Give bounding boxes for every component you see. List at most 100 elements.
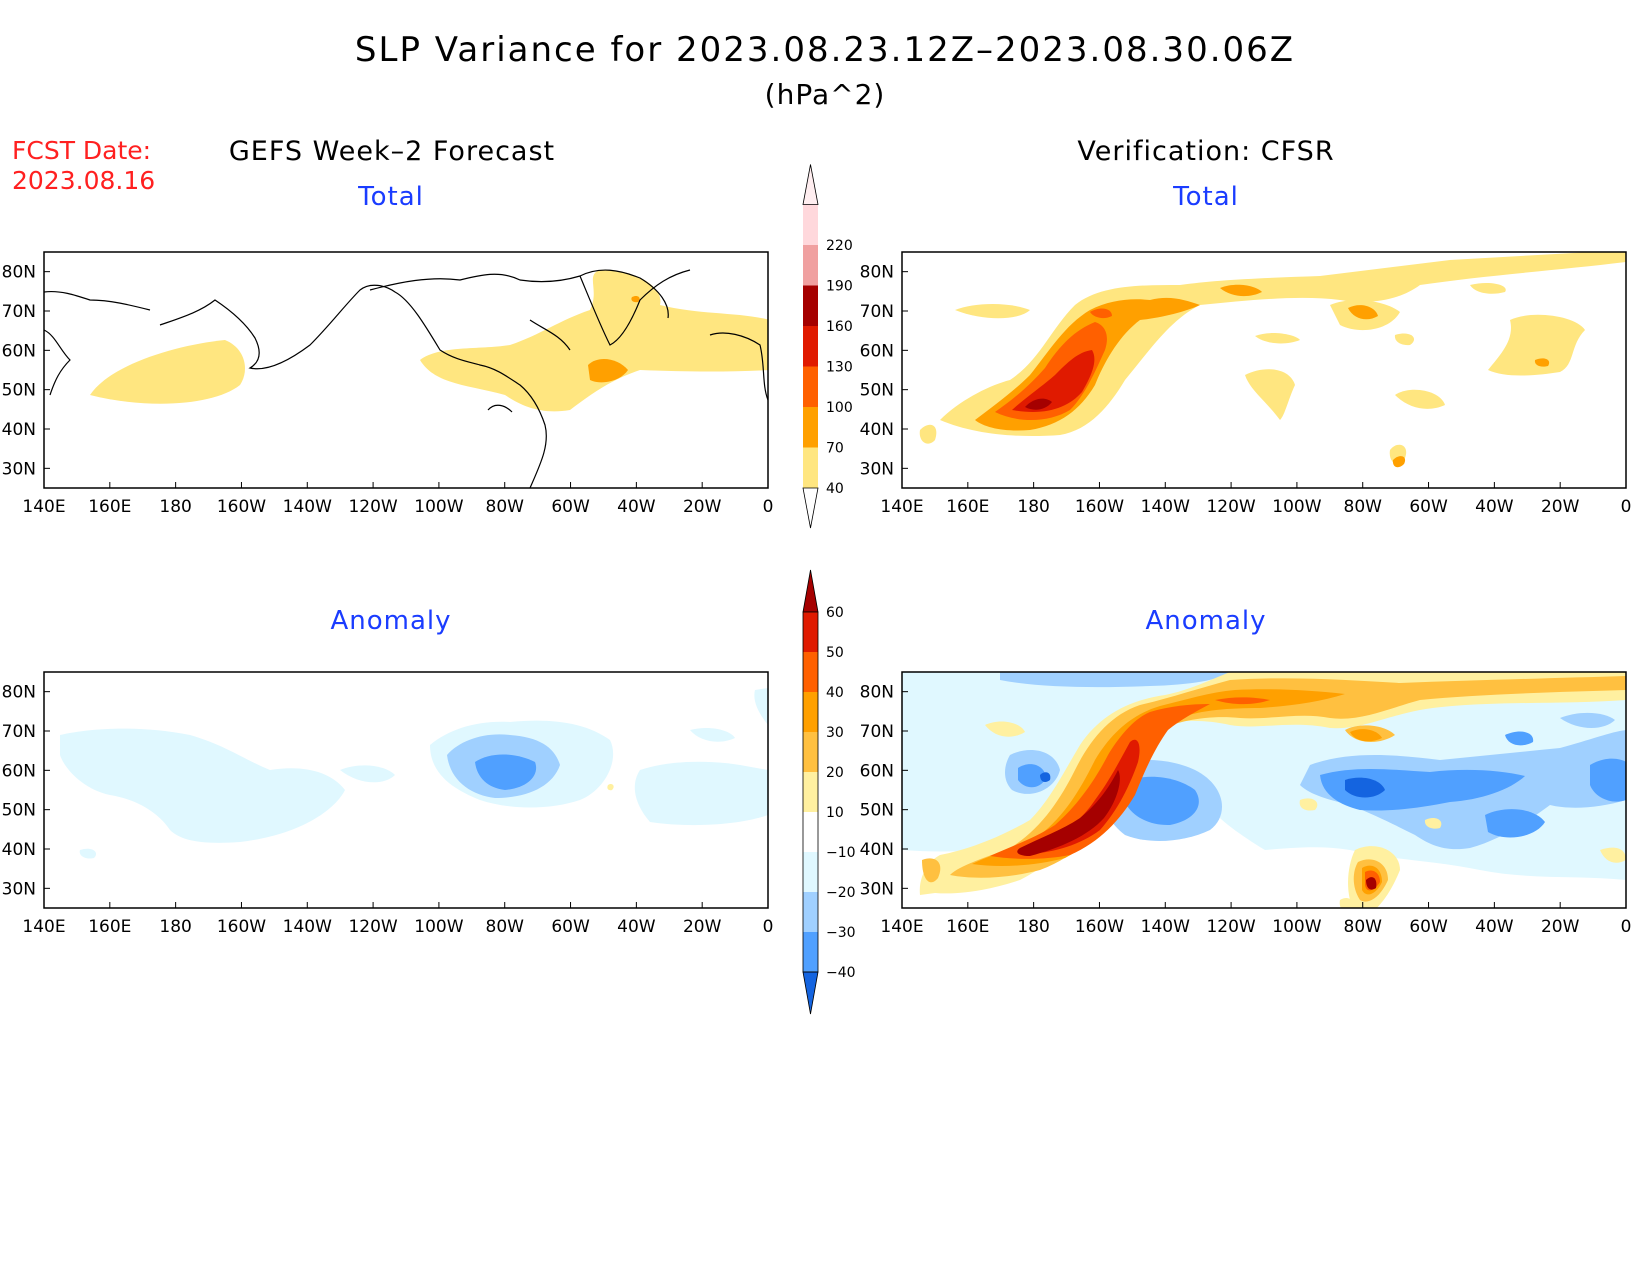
- lat-tick-label: 40N: [860, 420, 894, 440]
- lon-tick-label: 120W: [348, 497, 397, 517]
- colorbar-anomaly-swatch: [803, 612, 818, 652]
- contour-40-50: [990, 704, 1210, 859]
- colorbar-anomaly-label: 10: [826, 805, 844, 821]
- lon-tick-label: 100W: [1272, 497, 1321, 517]
- colorbar-total-label: 190: [826, 279, 853, 295]
- colorbar-total-swatch: [803, 204, 818, 245]
- lat-tick-label: 30N: [2, 879, 36, 899]
- lon-tick-label: 140E: [880, 497, 923, 517]
- colorbar-anomaly-swatch: [803, 932, 818, 972]
- forecast-anomaly-map: [60, 688, 768, 859]
- colorbar-total-label: 160: [826, 319, 853, 335]
- contour-neg10-neg20: [754, 688, 768, 725]
- forecast-total-frame: [43, 251, 769, 489]
- colorbar-anomaly-label: −40: [826, 965, 856, 981]
- colorbar-anomaly-swatch: [803, 652, 818, 692]
- forecast-anomaly-frame: [43, 671, 769, 909]
- colorbar-anomaly-swatch: [803, 772, 818, 812]
- lat-tick-label: 70N: [860, 302, 894, 322]
- lon-tick-label: 140W: [283, 497, 332, 517]
- lon-tick-label: 120W: [1206, 917, 1255, 937]
- lat-tick-label: 40N: [2, 420, 36, 440]
- lat-tick-label: 60N: [860, 341, 894, 361]
- lon-tick-label: 140E: [880, 917, 923, 937]
- lat-tick-label: 60N: [2, 761, 36, 781]
- lon-tick-label: 0: [763, 917, 774, 937]
- colorbar-total: 40 70 100 130 160 190 220: [802, 164, 853, 529]
- colorbar-anomaly-label: −10: [826, 845, 856, 861]
- colorbar-anomaly-label: −30: [826, 925, 856, 941]
- lat-tick-label: 50N: [860, 381, 894, 401]
- contour-40-70: [420, 269, 768, 412]
- colorbar-anomaly-swatch: [803, 892, 818, 932]
- lon-tick-label: 160W: [217, 917, 266, 937]
- lon-tick-label: 100W: [414, 497, 463, 517]
- contour-neg30-neg40: [1590, 758, 1626, 802]
- figure-title: SLP Variance for 2023.08.23.12Z–2023.08.…: [354, 30, 1296, 70]
- colorbar-anomaly-label: 40: [826, 685, 844, 701]
- figure-units: (hPa^2): [764, 78, 886, 111]
- colorbar-anomaly: 60 50 40 30 20 10 −10 −20 −30 −40: [802, 569, 856, 1015]
- lat-tick-label: 40N: [860, 840, 894, 860]
- contour-below-neg40: [1345, 777, 1385, 798]
- colorbar-total-swatch: [803, 245, 818, 286]
- lon-tick-label: 160E: [946, 497, 989, 517]
- colorbar-total-swatch: [803, 326, 818, 367]
- colorbar-anomaly-label: 60: [826, 605, 844, 621]
- lon-tick-label: 140W: [283, 917, 332, 937]
- lat-tick-label: 50N: [860, 801, 894, 821]
- lat-tick-label: 80N: [860, 683, 894, 703]
- colorbar-total-swatch: [803, 366, 818, 407]
- contour-70-100: [1220, 284, 1262, 297]
- lon-tick-label: 180: [1017, 917, 1049, 937]
- contour-40-70: [1488, 314, 1585, 376]
- verification-anomaly-map: [902, 672, 1626, 908]
- lat-tick-label: 80N: [860, 263, 894, 283]
- contour-70-100: [588, 358, 628, 383]
- forecast-anomaly-label: Anomaly: [330, 606, 452, 636]
- contour-below-neg40: [1040, 772, 1051, 783]
- contour-100-130: [995, 322, 1107, 421]
- lon-tick-label: 60W: [551, 497, 590, 517]
- lat-tick-label: 70N: [860, 722, 894, 742]
- contour-neg10-neg20: [340, 765, 395, 783]
- contour-neg10-neg20: [634, 761, 768, 826]
- coastlines-forecast-total: [44, 269, 768, 488]
- contour-100-130: [1090, 308, 1112, 319]
- lon-tick-label: 80W: [1344, 497, 1383, 517]
- contour-20-30: [950, 676, 1626, 878]
- verification-anomaly-frame: [901, 671, 1627, 909]
- lon-tick-label: 180: [159, 497, 191, 517]
- lon-tick-label: 120W: [348, 917, 397, 937]
- contour-10-20: [1424, 817, 1442, 829]
- lon-tick-label: 180: [159, 917, 191, 937]
- colorbar-anomaly-swatch: [803, 852, 818, 892]
- lon-tick-label: 140W: [1141, 917, 1190, 937]
- colorbar-total-swatch: [803, 407, 818, 448]
- lon-tick-label: 40W: [617, 917, 656, 937]
- lon-tick-label: 0: [1621, 917, 1632, 937]
- contour-10-20: [919, 672, 1626, 895]
- contour-130-160: [1012, 350, 1095, 412]
- colorbar-anomaly-label: −20: [826, 885, 856, 901]
- contour-neg30-neg40: [1018, 764, 1046, 788]
- colorbar-anomaly-label: 30: [826, 725, 844, 741]
- colorbar-anomaly-swatch: [803, 692, 818, 732]
- colorbar-total-swatch: [803, 285, 818, 326]
- contour-neg20-neg30: [1560, 712, 1615, 728]
- lon-tick-label: 20W: [683, 917, 722, 937]
- lon-tick-label: 0: [1621, 497, 1632, 517]
- contour-40-70: [1255, 333, 1300, 344]
- forecast-total-field: [90, 269, 768, 412]
- lon-tick-label: 100W: [414, 917, 463, 937]
- contour-40-50: [1215, 697, 1270, 705]
- lon-tick-label: 80W: [486, 497, 525, 517]
- colorbar-total-label: 220: [826, 238, 853, 254]
- contour-neg20-neg30: [1000, 672, 1230, 688]
- lat-tick-label: 60N: [860, 761, 894, 781]
- lat-tick-label: 70N: [2, 302, 36, 322]
- lon-tick-label: 0: [763, 497, 774, 517]
- forecast-anomaly-field: [60, 688, 768, 859]
- contour-20-30: [1430, 682, 1626, 690]
